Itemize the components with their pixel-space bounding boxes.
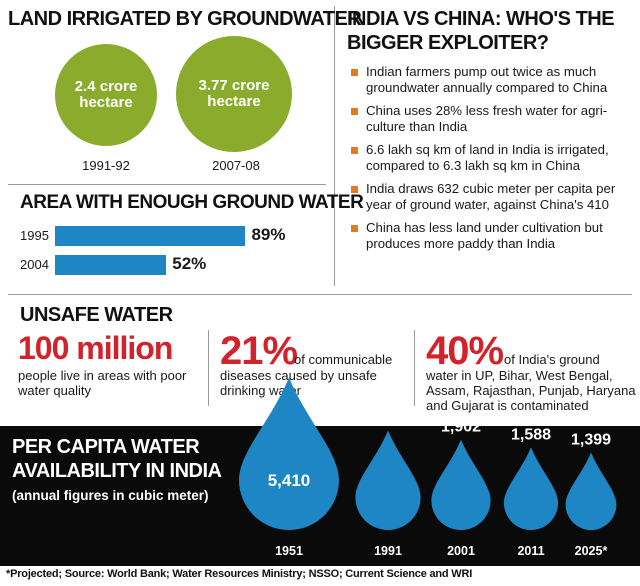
irrigated-year-1991: 1991-92 bbox=[82, 158, 130, 173]
land-irrigated-title: LAND IRRIGATED BY GROUNDWATER bbox=[8, 8, 362, 30]
bullet-text: 6.6 lakh sq km of land in India is irrig… bbox=[366, 142, 609, 157]
bar-category-label: 1995 bbox=[20, 228, 49, 243]
bar-value-label: 89% bbox=[251, 225, 286, 244]
stat-40-percent: 40% bbox=[426, 329, 504, 373]
irrigated-1991-value-line2: hectare bbox=[79, 94, 133, 111]
unsafe-divider-2 bbox=[414, 330, 415, 406]
bullet-item: 6.6 lakh sq km of land in India is irrig… bbox=[351, 142, 629, 174]
irrigated-circle-1991: 2.4 crore hectare bbox=[55, 44, 157, 146]
irrigated-year-2007: 2007-08 bbox=[212, 158, 260, 173]
unsafe-water-title: UNSAFE WATER bbox=[20, 304, 173, 326]
bullet-text: China has less land under cultivation bu… bbox=[366, 220, 603, 235]
bullet-square-icon bbox=[351, 108, 358, 115]
bar-value-label: 52% bbox=[172, 254, 207, 273]
stat-100-million: 100 million bbox=[18, 330, 173, 366]
bullet-square-icon bbox=[351, 147, 358, 154]
stat-40-desc-3: and Gujarat is contaminated bbox=[426, 398, 589, 413]
bullet-text: compared to 6.3 lakh sq km in China bbox=[366, 158, 581, 173]
bullet-square-icon bbox=[351, 69, 358, 76]
irrigated-2007-value-line2: hectare bbox=[207, 93, 261, 110]
stat-40-desc-2: Assam, Rajasthan, Punjab, Haryana bbox=[426, 383, 636, 398]
stat-40-inline: of India's ground bbox=[504, 352, 600, 367]
irrigated-2007-value-line1: 3.77 crore bbox=[198, 77, 270, 95]
india-china-bullets: Indian farmers pump out twice as much gro… bbox=[351, 64, 629, 259]
bullet-text: Indian farmers pump out twice as much bbox=[366, 64, 597, 79]
stat-100-million-desc-2: water quality bbox=[18, 383, 91, 398]
top-divider-vertical bbox=[334, 6, 335, 286]
stat-21-desc-2: drinking water bbox=[220, 383, 301, 398]
stat-21-inline: of communicable bbox=[294, 352, 393, 367]
stat-40-desc-1: water in UP, Bihar, West Bengal, bbox=[426, 368, 613, 383]
per-capita-title-line2: AVAILABILITY IN INDIA bbox=[12, 460, 222, 482]
bullet-text: produces more paddy than India bbox=[366, 236, 556, 251]
stat-100-million-desc-1: people live in areas with poor bbox=[18, 368, 187, 383]
unsafe-divider-1 bbox=[208, 330, 209, 406]
bullet-square-icon bbox=[351, 186, 358, 193]
bullet-square-icon bbox=[351, 225, 358, 232]
irrigated-1991-value-line1: 2.4 crore bbox=[74, 78, 138, 96]
bullet-item: China uses 28% less fresh water for agri… bbox=[351, 103, 629, 135]
india-china-title-line1: INDIA VS CHINA: WHO'S THE bbox=[347, 8, 615, 30]
stat-21-percent: 21% bbox=[220, 329, 298, 373]
groundwater-bar bbox=[55, 226, 246, 246]
per-capita-subtitle: (annual figures in cubic meter) bbox=[12, 488, 209, 503]
bullet-item: Indian farmers pump out twice as much gro… bbox=[351, 64, 629, 96]
bullet-text: China uses 28% less fresh water for agri… bbox=[366, 103, 608, 118]
india-china-title-line2: BIGGER EXPLOITER? bbox=[347, 32, 549, 54]
bullet-text: year of ground water, against China's 41… bbox=[366, 197, 609, 212]
bullet-text: culture than India bbox=[366, 119, 468, 134]
middle-divider bbox=[8, 294, 632, 295]
bullet-item: India draws 632 cubic meter per capita p… bbox=[351, 181, 629, 213]
groundwater-chart-title: AREA WITH ENOUGH GROUND WATER bbox=[20, 192, 364, 213]
bullet-text: groundwater annually compared to China bbox=[366, 80, 608, 95]
drop-value-label: 2,301 bbox=[368, 410, 408, 427]
bar-category-label: 2004 bbox=[20, 257, 49, 272]
bullet-item: China has less land under cultivation bu… bbox=[351, 220, 629, 252]
stat-21-desc-1: diseases caused by unsafe bbox=[220, 368, 377, 383]
footnote: *Projected; Source: World Bank; Water Re… bbox=[6, 568, 473, 580]
bullet-text: India draws 632 cubic meter per capita p… bbox=[366, 181, 616, 196]
left-section-divider bbox=[8, 184, 326, 185]
per-capita-title-line1: PER CAPITA WATER bbox=[12, 436, 200, 458]
groundwater-bar bbox=[55, 255, 167, 275]
irrigated-circle-2007: 3.77 crore hectare bbox=[176, 36, 292, 152]
